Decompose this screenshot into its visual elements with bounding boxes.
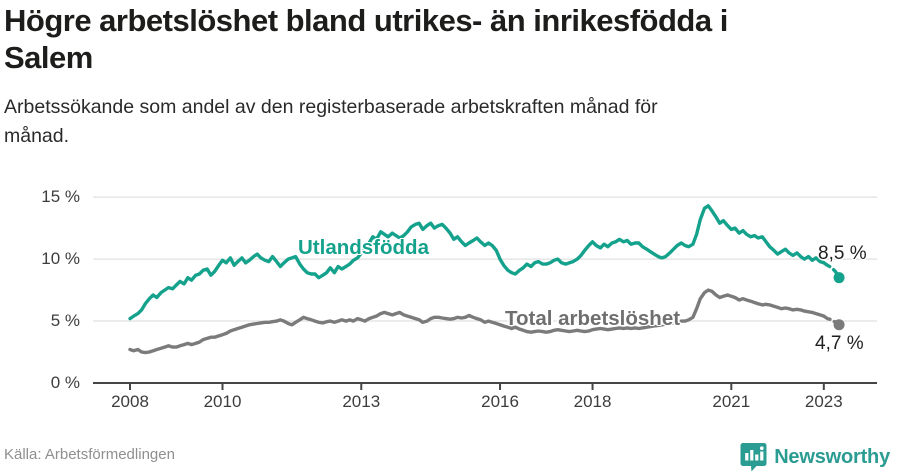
chart-subtitle-line1: Arbetssökande som andel av den registerb…: [4, 96, 658, 118]
x-axis-tick-label: 2008: [111, 392, 149, 411]
y-axis-tick-label: 5 %: [50, 311, 80, 331]
series-label-utlandsfodda: Utlandsfödda: [298, 236, 429, 259]
x-axis-tick-label: 2013: [342, 392, 381, 411]
page-title-line1: Högre arbetslöshet bland utrikes- än inr…: [4, 3, 728, 38]
newsworthy-pin-icon: [740, 443, 767, 472]
x-axis: [93, 382, 877, 390]
series-total-line: [128, 288, 845, 355]
end-value-label-utlandsfodda: 8,5 %: [818, 243, 867, 264]
newsworthy-logo-link[interactable]: Newsworthy: [740, 441, 890, 473]
y-axis-tick-label: 10 %: [41, 249, 80, 269]
x-axis-tick-label: 2018: [573, 392, 612, 411]
chart-subtitle-line2: månad.: [4, 124, 70, 147]
source-credit: Källa: Arbetsförmedlingen: [4, 446, 175, 463]
end-value-label-total: 4,7 %: [815, 333, 864, 354]
pin-shape: [740, 443, 767, 472]
newsworthy-wordmark: Newsworthy: [774, 445, 890, 468]
x-axis-tick-label: 2010: [203, 392, 242, 411]
series-utlandsfodda-line: [128, 204, 845, 321]
page-title-line2: Salem: [4, 40, 93, 75]
page-title: Högre arbetslöshet bland utrikes- än inr…: [4, 2, 884, 76]
x-axis-tick-label: 2016: [481, 392, 519, 411]
y-axis-tick-label: 0 %: [50, 373, 80, 392]
chart-subtitle: Arbetssökande som andel av den registerb…: [4, 93, 864, 150]
x-axis-tick-label: 2021: [712, 392, 751, 411]
series-label-total-arbetsloshet: Total arbetslöshet: [505, 307, 681, 330]
y-axis-tick-label: 15 %: [41, 187, 80, 207]
x-axis-tick-label: 2023: [804, 392, 843, 411]
